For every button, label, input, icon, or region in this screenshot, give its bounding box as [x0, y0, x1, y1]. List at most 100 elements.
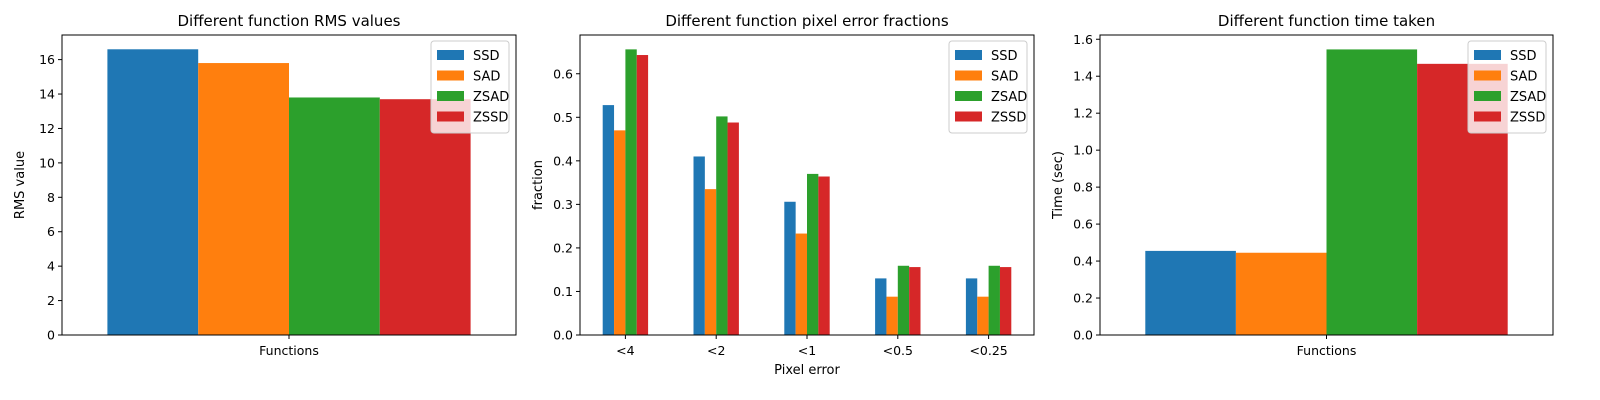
legend-label: ZSSD: [1510, 111, 1545, 126]
bar-ssd-1: [107, 49, 199, 336]
bar-ssd-1: [602, 105, 615, 335]
y-tick-label: 0.4: [1073, 254, 1093, 269]
chart-title: Different function pixel error fractions: [665, 12, 949, 30]
legend-swatch-sad: [955, 70, 982, 81]
legend-swatch-ssd: [1474, 50, 1501, 60]
bar-zssd-1: [379, 99, 471, 336]
chart-panel-3: 0.0 0.2 0.4 0.6 0.8 1.0 1.2 1.4 1.6 Functions Diff…: [1051, 12, 1554, 358]
legend-swatch-sad: [437, 70, 464, 81]
bar-sad-2: [704, 189, 717, 335]
legend-label: SAD: [473, 70, 500, 85]
y-tick-label: 10: [39, 155, 55, 170]
bar-zsad-2: [716, 116, 728, 335]
bar-ssd-1: [1145, 250, 1236, 335]
bar-sad-1: [614, 130, 626, 335]
y-axis-label: Time (sec): [1051, 151, 1066, 220]
y-tick-label: 0.4: [553, 153, 573, 168]
bar-sad-4: [886, 296, 898, 335]
y-axis-label: RMS value: [13, 151, 28, 219]
bar-zssd-2: [727, 122, 739, 335]
legend-label: SAD: [1510, 70, 1537, 85]
bar-sad-1: [198, 63, 289, 335]
y-tick-label: 14: [39, 87, 55, 102]
y-tick-label: 0.2: [1073, 291, 1093, 306]
bar-zssd-4: [909, 267, 921, 335]
bar-sad-1: [1235, 252, 1327, 335]
y-tick-label: 0.0: [1073, 328, 1093, 343]
chart-title: Different function time taken: [1218, 12, 1435, 30]
y-tick-label: 4: [47, 259, 55, 274]
x-tick-label: <1: [798, 343, 816, 358]
legend-swatch-ssd: [437, 50, 464, 60]
bar-zssd-3: [818, 176, 830, 335]
legend: SSD SAD ZSAD ZSSD: [430, 40, 510, 134]
legend-label: ZSAD: [1510, 90, 1546, 105]
x-tick-label: <0.5: [883, 343, 913, 358]
x-tick-label: <4: [616, 343, 634, 358]
bar-sad-3: [795, 233, 807, 335]
legend-label: ZSAD: [473, 90, 509, 105]
legend-label: ZSAD: [991, 90, 1027, 105]
legend-box: [1467, 40, 1547, 134]
legend-label: SAD: [991, 70, 1018, 85]
bar-ssd-3: [784, 201, 796, 335]
chart-title: Different function RMS values: [178, 12, 401, 30]
legend-swatch-zssd: [955, 111, 982, 122]
y-tick-label: 0.3: [553, 197, 573, 212]
y-tick-label: 0.2: [553, 240, 573, 255]
legend-swatch-ssd: [955, 50, 982, 60]
legend-label: SSD: [991, 49, 1018, 64]
legend-label: ZSSD: [991, 111, 1026, 126]
y-tick-label: 0.6: [1073, 217, 1093, 232]
x-tick-label: Functions: [259, 343, 319, 358]
bar-zssd-5: [999, 267, 1012, 335]
y-tick-label: 0.0: [553, 328, 573, 343]
y-tick-label: 0.6: [553, 66, 573, 81]
legend: SSD SAD ZSAD ZSSD: [1467, 40, 1547, 134]
legend-swatch-zssd: [437, 111, 464, 122]
y-tick-label: 2: [47, 293, 55, 308]
legend-swatch-zssd: [1474, 111, 1501, 122]
bar-zsad-3: [807, 173, 819, 335]
y-tick-label: 0.5: [553, 110, 573, 125]
y-tick-label: 16: [39, 52, 55, 67]
x-tick-label: <2: [707, 343, 725, 358]
bar-ssd-5: [965, 278, 978, 335]
legend-swatch-zsad: [1474, 91, 1501, 101]
bar-zsad-1: [289, 97, 380, 335]
x-tick-label: Functions: [1297, 343, 1357, 358]
chart-panel-1: 0 2 4 6 8 10 12 14 16 Functions Different function…: [13, 12, 517, 358]
bar-ssd-2: [693, 156, 705, 335]
y-tick-label: 1.6: [1073, 32, 1093, 47]
bar-zssd-1: [636, 55, 649, 336]
bar-zsad-1: [1326, 49, 1418, 335]
y-tick-label: 0: [47, 328, 55, 343]
x-axis-label: Pixel error: [774, 363, 840, 378]
bar-sad-5: [977, 296, 989, 335]
legend-label: SSD: [473, 49, 500, 64]
bar-zsad-1: [625, 49, 637, 335]
bar-zsad-4: [897, 265, 910, 335]
y-tick-label: 1.4: [1073, 69, 1093, 84]
legend-box: [948, 40, 1028, 134]
legend: SSD SAD ZSAD ZSSD: [948, 40, 1028, 134]
legend-box: [430, 40, 510, 134]
y-axis-label: fraction: [531, 160, 546, 210]
y-tick-label: 0.1: [553, 284, 573, 299]
y-tick-label: 1.2: [1073, 106, 1093, 121]
legend-label: SSD: [1510, 49, 1537, 64]
x-tick-label: <0.25: [969, 343, 1007, 358]
y-tick-label: 8: [47, 190, 55, 205]
legend-label: ZSSD: [473, 111, 508, 126]
y-tick-label: 0.8: [1073, 180, 1093, 195]
y-tick-label: 12: [39, 121, 55, 136]
legend-swatch-sad: [1474, 70, 1501, 81]
chart-panel-2: 0.0 0.1 0.2 0.3 0.4 0.5 0.6 <4 <2 <1 <0.5 <0.25 Diff…: [531, 12, 1035, 378]
bar-ssd-4: [875, 278, 887, 335]
y-tick-label: 6: [47, 224, 55, 239]
legend-swatch-zsad: [437, 91, 464, 101]
bar-zsad-5: [988, 265, 1000, 335]
y-tick-label: 1.0: [1073, 143, 1093, 158]
legend-swatch-zsad: [955, 91, 982, 101]
